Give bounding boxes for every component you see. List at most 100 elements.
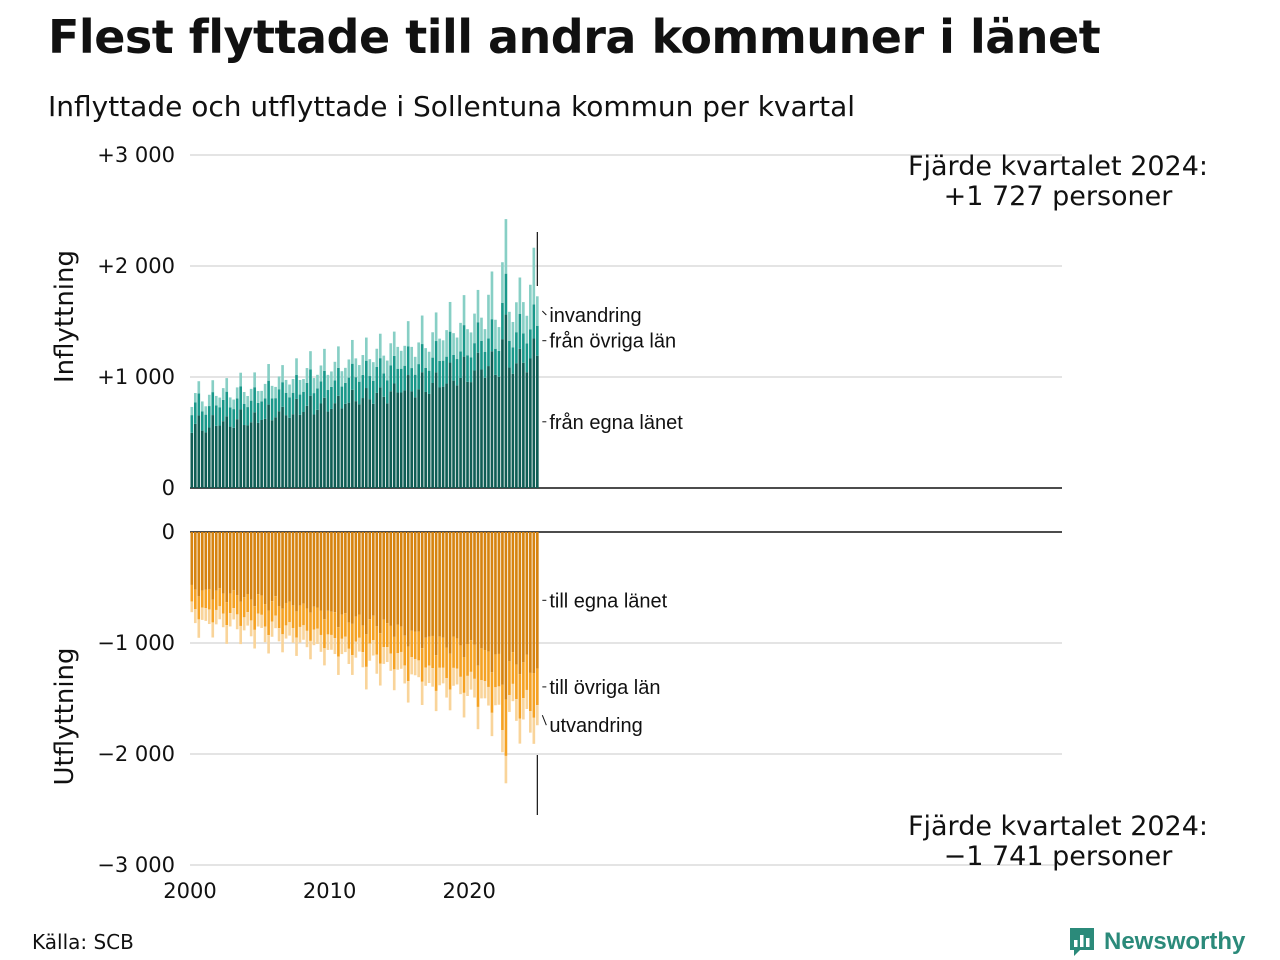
bar-2024q4-till-egna-länet [536, 532, 539, 669]
bar-2001q3-till-egna-länet [211, 532, 215, 600]
bar-2021q2-utvandring [487, 686, 490, 706]
bar-2002q2-utvandring [221, 613, 225, 628]
bar-2022q4-till-egna-länet [508, 532, 511, 662]
bar-2004q3-till-övriga-län [253, 606, 256, 630]
bar-2000q1-invandring [190, 406, 194, 416]
bar-2010q4-till-övriga-län [340, 614, 344, 639]
bar-2016q2-invandring [417, 342, 420, 365]
bar-2000q1-från-egna-länet [190, 432, 194, 488]
bar-2024q1-till-egna-länet [525, 532, 529, 655]
bar-2002q3-från-övriga-län [225, 391, 229, 417]
bar-2020q4-från-övriga-län [480, 340, 483, 370]
bar-2010q3-till-egna-länet [337, 532, 340, 628]
bar-2015q4-invandring [410, 346, 414, 369]
bar-2004q4-utvandring [256, 613, 260, 627]
bar-2011q3-från-övriga-län [351, 363, 354, 390]
bar-2010q2-utvandring [333, 638, 337, 655]
bar-2008q2-till-egna-länet [305, 532, 309, 609]
bar-2004q3-till-egna-länet [253, 532, 256, 607]
bar-2017q1-från-egna-länet [427, 393, 431, 488]
bar-2002q1-från-övriga-län [218, 407, 222, 426]
bar-2023q3-till-övriga-län [518, 674, 522, 719]
bar-2017q3-till-egna-länet [434, 532, 438, 656]
bar-2016q2-från-övriga-län [417, 364, 420, 390]
bar-2016q4-till-övriga-län [424, 637, 427, 668]
bar-2006q2-från-övriga-län [277, 389, 281, 412]
bar-2021q1-från-övriga-län [483, 352, 487, 378]
bar-2022q2-till-övriga-län [501, 684, 504, 731]
bar-2009q3-invandring [323, 348, 326, 371]
bar-2015q1-till-övriga-län [399, 626, 403, 652]
bar-2002q4-utvandring [228, 613, 232, 627]
bar-2017q3-från-övriga-län [434, 341, 438, 373]
bar-2008q1-från-egna-länet [302, 412, 305, 488]
y-tick-label: +2 000 [97, 254, 175, 278]
bar-2015q1-till-egna-länet [399, 532, 403, 627]
bar-2001q4-till-egna-länet [214, 532, 218, 591]
bar-2015q1-invandring [399, 350, 403, 369]
bar-2003q1-från-övriga-län [232, 409, 236, 428]
bar-2005q3-till-övriga-län [267, 610, 270, 636]
bar-2009q3-utvandring [323, 648, 326, 666]
bar-2004q1-till-övriga-län [246, 593, 249, 613]
bar-2009q2-invandring [319, 365, 323, 382]
bar-2012q1-till-övriga-län [358, 614, 361, 638]
bar-2020q4-utvandring [480, 680, 483, 699]
bar-2008q1-till-övriga-län [302, 603, 305, 626]
bar-2022q3-från-egna-länet [504, 314, 508, 488]
bar-2007q4-till-övriga-län [298, 605, 302, 627]
bar-2017q3-utvandring [434, 690, 438, 712]
bar-2019q2-utvandring [459, 676, 462, 695]
x-tick-label: 2020 [442, 879, 495, 903]
bar-2020q3-från-övriga-län [476, 322, 480, 353]
bar-2011q3-utvandring [351, 655, 354, 675]
bar-2023q2-invandring [515, 302, 518, 333]
bar-2004q1-invandring [246, 396, 249, 408]
bar-2018q1-invandring [441, 340, 445, 361]
bar-2006q1-från-egna-länet [274, 417, 277, 488]
bar-2020q2-invandring [473, 313, 476, 344]
bar-2001q2-till-övriga-län [207, 588, 211, 610]
bar-2011q2-till-övriga-län [347, 622, 351, 649]
bar-2007q3-till-egna-länet [295, 532, 298, 612]
bar-2001q1-från-egna-länet [204, 432, 208, 488]
bar-2006q1-från-övriga-län [274, 398, 277, 418]
bar-2021q3-till-egna-länet [490, 532, 494, 673]
bar-2015q3-från-egna-länet [406, 375, 410, 488]
bar-2020q1-från-egna-länet [469, 382, 473, 488]
bar-2015q3-från-övriga-län [406, 346, 410, 376]
y-tick-label: +1 000 [97, 365, 175, 389]
bar-2023q1-till-övriga-län [511, 652, 515, 684]
bar-2009q3-till-egna-länet [323, 532, 326, 620]
bar-2021q4-utvandring [494, 687, 497, 706]
bar-2014q3-från-övriga-län [392, 355, 396, 384]
bar-2011q3-från-egna-länet [351, 389, 354, 488]
bar-2023q2-utvandring [515, 699, 518, 721]
bar-2006q2-till-övriga-län [277, 606, 281, 629]
bar-2016q1-från-egna-länet [413, 397, 417, 488]
newsworthy-logo[interactable]: Newsworthy [1068, 924, 1245, 960]
bar-2010q3-invandring [337, 346, 340, 368]
bar-2007q3-från-egna-länet [295, 398, 298, 488]
bar-2002q4-invandring [228, 397, 232, 408]
bar-2006q3-till-övriga-län [281, 608, 284, 635]
bar-2016q4-till-egna-länet [424, 532, 427, 638]
bar-2017q1-till-egna-länet [427, 532, 431, 637]
bar-2009q2-utvandring [319, 634, 323, 652]
bar-2008q3-från-egna-länet [309, 395, 312, 488]
bar-2012q2-utvandring [361, 652, 365, 668]
bar-2007q3-invandring [295, 358, 298, 376]
bar-2012q1-från-egna-länet [358, 404, 361, 488]
bar-2018q2-från-egna-länet [445, 383, 448, 488]
bar-2001q4-invandring [214, 395, 218, 406]
bar-2019q4-från-övriga-län [466, 355, 469, 382]
bar-2010q1-utvandring [330, 634, 333, 650]
bar-2008q2-invandring [305, 368, 309, 383]
bar-2007q4-från-egna-länet [298, 414, 302, 488]
bar-2005q4-utvandring [270, 621, 274, 637]
bar-2020q2-från-övriga-län [473, 343, 476, 371]
bar-2005q2-utvandring [263, 626, 267, 643]
bar-2007q2-till-övriga-län [291, 605, 295, 628]
bar-2004q3-utvandring [253, 629, 256, 649]
